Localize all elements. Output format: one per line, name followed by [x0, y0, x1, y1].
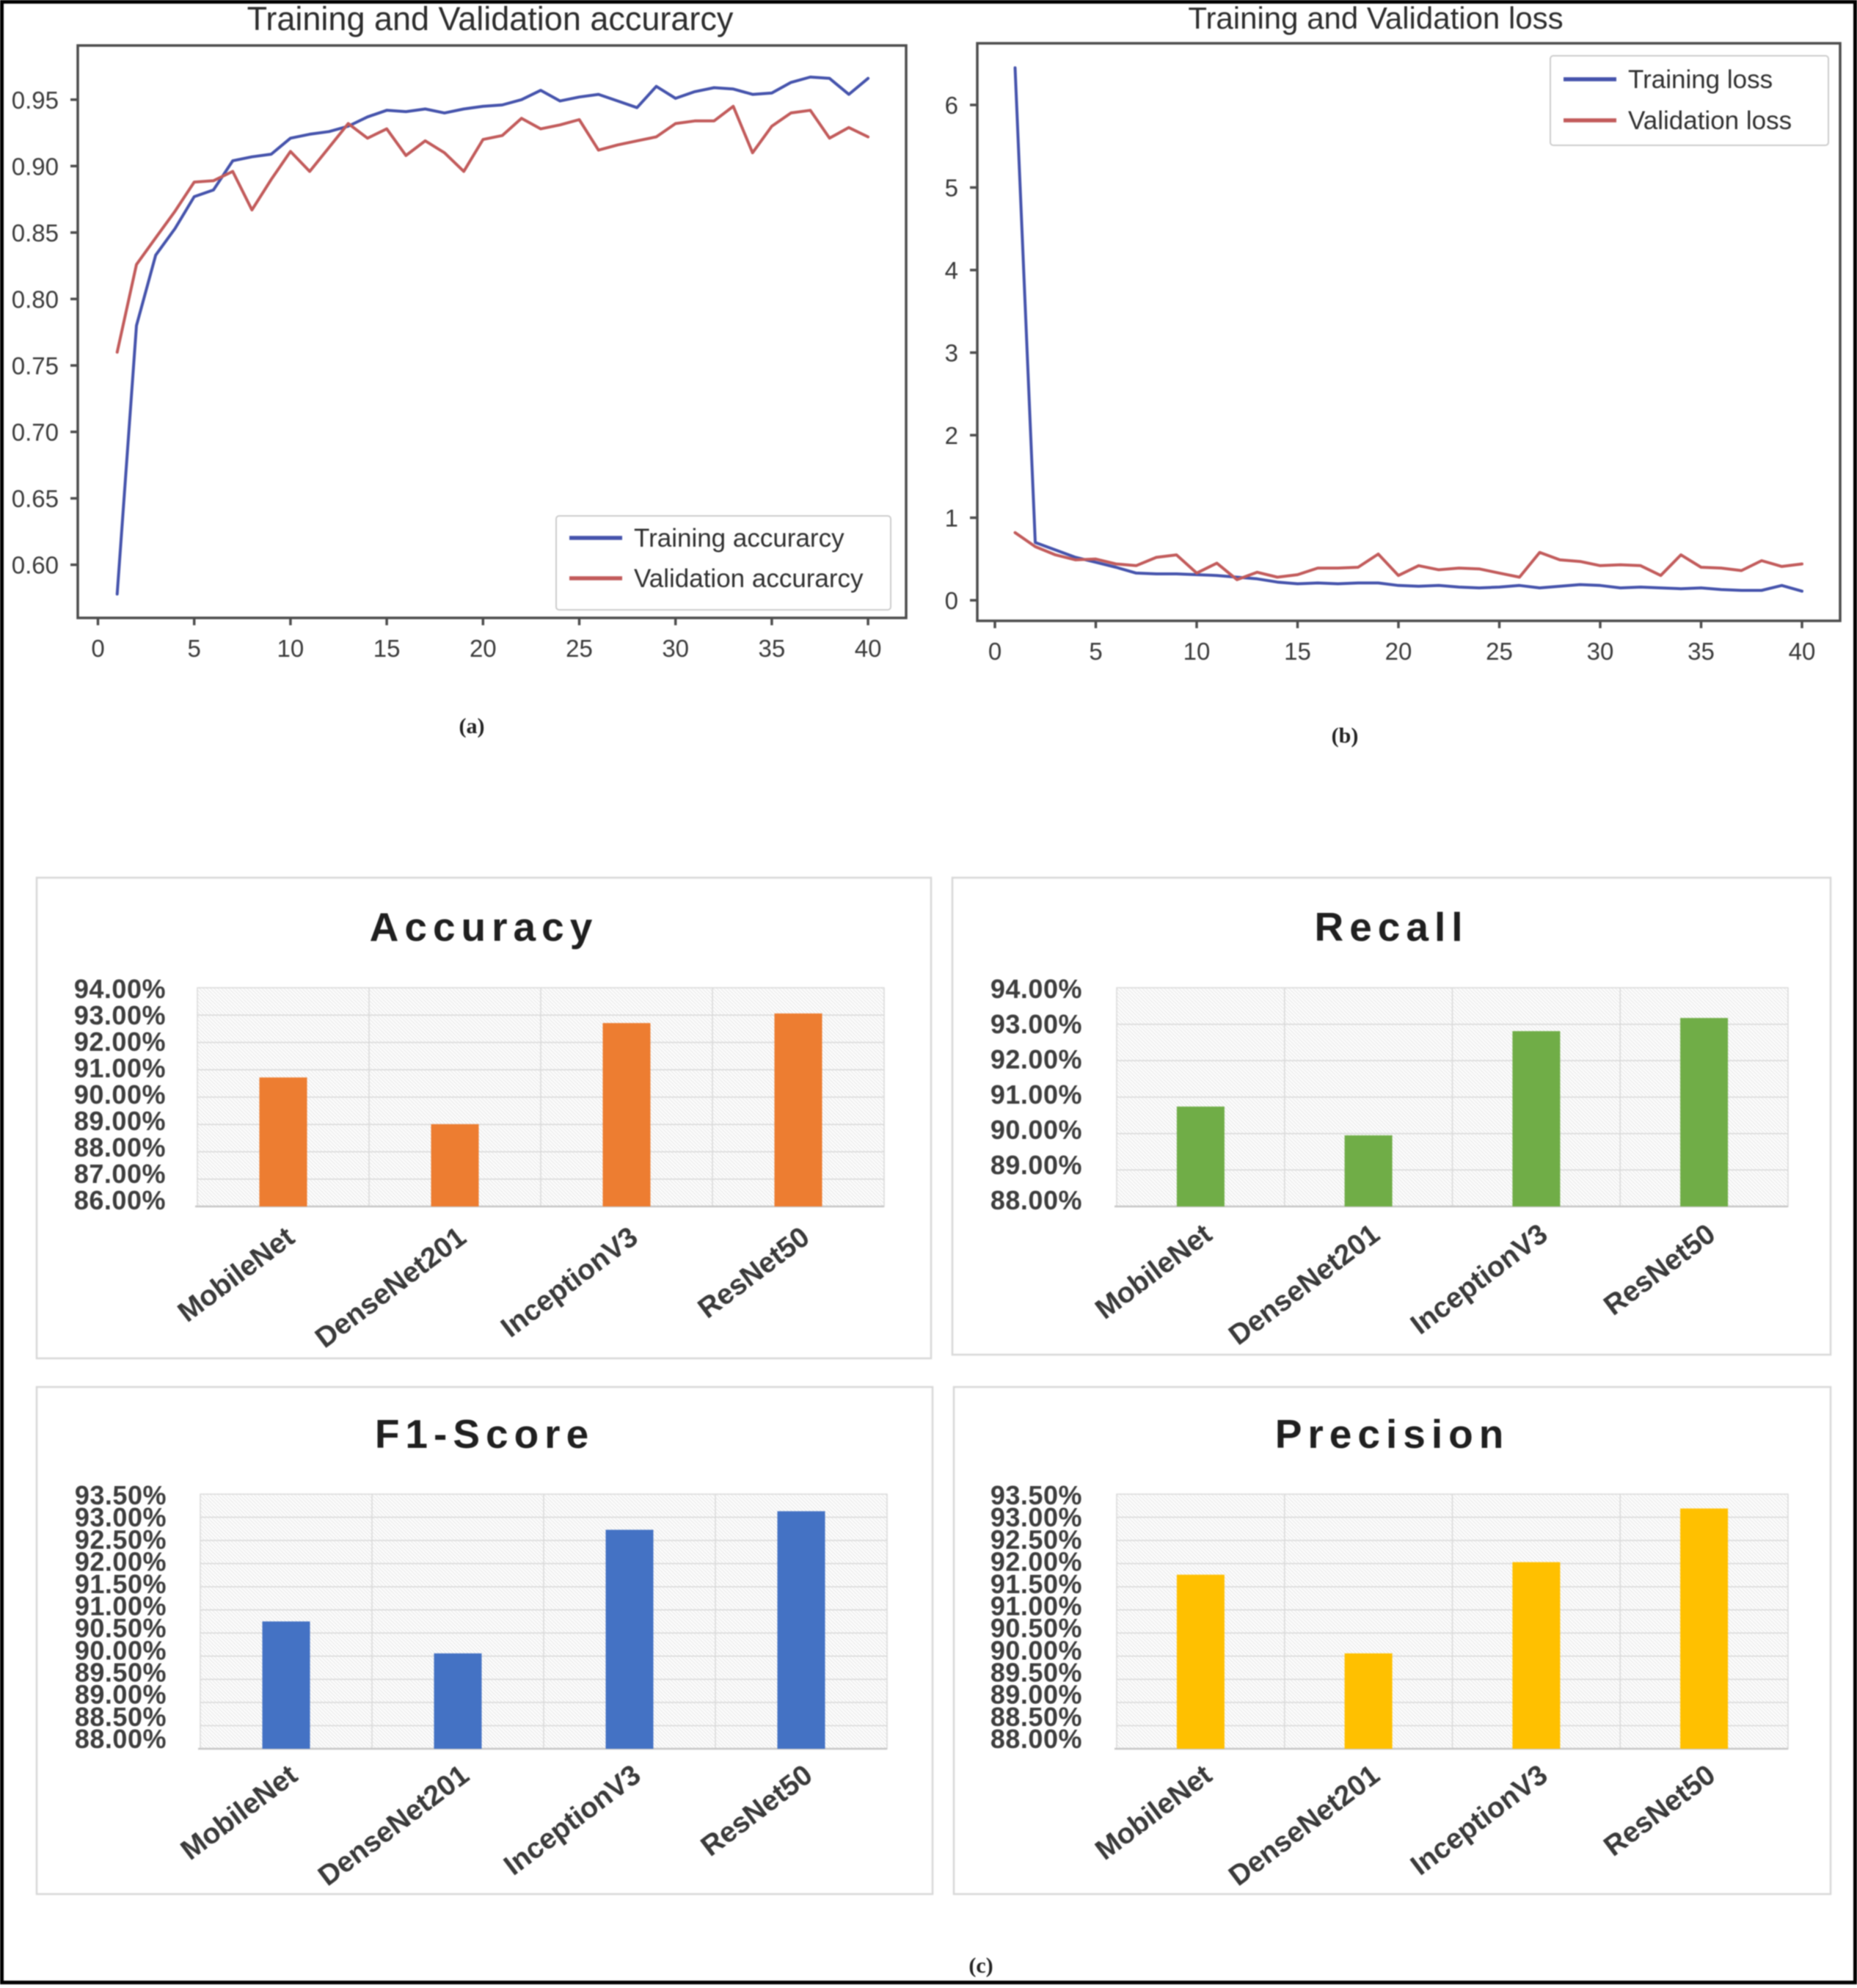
svg-text:40: 40	[1789, 638, 1816, 665]
svg-text:88.00%: 88.00%	[74, 1132, 166, 1162]
svg-text:(c): (c)	[968, 1954, 993, 1978]
svg-text:1: 1	[945, 505, 958, 532]
svg-text:Training and Validation loss: Training and Validation loss	[1188, 1, 1563, 35]
svg-text:88.50%: 88.50%	[75, 1702, 167, 1732]
svg-text:30: 30	[662, 635, 689, 662]
svg-text:89.50%: 89.50%	[990, 1658, 1082, 1688]
svg-text:90.50%: 90.50%	[990, 1613, 1082, 1643]
svg-text:5: 5	[188, 635, 201, 662]
svg-text:91.00%: 91.00%	[990, 1079, 1082, 1110]
svg-text:86.00%: 86.00%	[74, 1185, 166, 1215]
svg-text:93.50%: 93.50%	[75, 1480, 167, 1510]
svg-text:20: 20	[470, 635, 497, 662]
svg-text:10: 10	[1183, 638, 1211, 665]
svg-text:91.50%: 91.50%	[990, 1569, 1082, 1599]
svg-text:Training accurarcy: Training accurarcy	[634, 524, 844, 553]
svg-text:15: 15	[373, 635, 401, 662]
svg-text:35: 35	[1688, 638, 1715, 665]
svg-text:Training and Validation accura: Training and Validation accurarcy	[247, 0, 734, 37]
svg-text:92.50%: 92.50%	[990, 1524, 1082, 1554]
svg-text:92.50%: 92.50%	[75, 1524, 167, 1554]
svg-text:Accuracy: Accuracy	[370, 904, 599, 950]
svg-text:F1-Score: F1-Score	[375, 1411, 594, 1457]
svg-text:90.00%: 90.00%	[74, 1079, 166, 1110]
svg-text:93.00%: 93.00%	[990, 1502, 1082, 1532]
svg-text:35: 35	[759, 635, 786, 662]
svg-text:90.00%: 90.00%	[75, 1635, 167, 1665]
svg-text:93.00%: 93.00%	[990, 1009, 1082, 1039]
svg-text:Training loss: Training loss	[1628, 65, 1773, 94]
svg-text:0.60: 0.60	[12, 552, 59, 579]
svg-text:0.65: 0.65	[12, 485, 59, 512]
svg-text:40: 40	[855, 635, 882, 662]
svg-text:20: 20	[1385, 638, 1412, 665]
svg-text:10: 10	[277, 635, 304, 662]
svg-text:3: 3	[945, 340, 958, 367]
svg-text:91.00%: 91.00%	[990, 1591, 1082, 1621]
svg-text:0.95: 0.95	[12, 87, 59, 114]
svg-text:89.00%: 89.00%	[75, 1680, 167, 1710]
svg-text:5: 5	[945, 175, 958, 202]
svg-text:93.00%: 93.00%	[74, 1000, 166, 1030]
svg-text:Validation accurarcy: Validation accurarcy	[634, 564, 864, 593]
svg-text:4: 4	[945, 257, 958, 284]
svg-text:93.00%: 93.00%	[75, 1502, 167, 1532]
svg-text:0: 0	[988, 638, 1002, 665]
svg-text:90.00%: 90.00%	[990, 1635, 1082, 1665]
svg-text:(a): (a)	[459, 714, 485, 738]
svg-text:0.85: 0.85	[12, 219, 59, 247]
svg-text:92.00%: 92.00%	[990, 1044, 1082, 1074]
svg-text:90.50%: 90.50%	[75, 1613, 167, 1643]
svg-text:89.00%: 89.00%	[74, 1106, 166, 1136]
svg-text:0: 0	[91, 635, 104, 662]
svg-text:88.00%: 88.00%	[990, 1724, 1082, 1754]
svg-text:89.00%: 89.00%	[990, 1150, 1082, 1180]
svg-text:0.80: 0.80	[12, 285, 59, 313]
svg-text:2: 2	[945, 422, 958, 449]
svg-text:90.00%: 90.00%	[990, 1115, 1082, 1145]
svg-text:Recall: Recall	[1314, 904, 1468, 950]
svg-text:92.00%: 92.00%	[74, 1027, 166, 1057]
svg-text:25: 25	[1486, 638, 1513, 665]
svg-text:92.00%: 92.00%	[75, 1547, 167, 1577]
svg-text:89.00%: 89.00%	[990, 1680, 1082, 1710]
svg-text:6: 6	[945, 92, 958, 119]
svg-text:(b): (b)	[1332, 724, 1359, 748]
svg-text:0.70: 0.70	[12, 419, 59, 446]
svg-text:88.50%: 88.50%	[990, 1702, 1082, 1732]
svg-text:Validation loss: Validation loss	[1628, 106, 1792, 135]
svg-text:30: 30	[1587, 638, 1614, 665]
svg-text:91.00%: 91.00%	[75, 1591, 167, 1621]
svg-text:92.00%: 92.00%	[990, 1547, 1082, 1577]
svg-text:91.50%: 91.50%	[75, 1569, 167, 1599]
svg-text:87.00%: 87.00%	[74, 1159, 166, 1189]
svg-text:Precision: Precision	[1275, 1411, 1510, 1457]
svg-text:25: 25	[566, 635, 593, 662]
svg-text:0.90: 0.90	[12, 153, 59, 180]
svg-text:88.00%: 88.00%	[990, 1185, 1082, 1215]
svg-text:5: 5	[1089, 638, 1102, 665]
svg-text:94.00%: 94.00%	[74, 974, 166, 1004]
svg-text:94.00%: 94.00%	[990, 974, 1082, 1004]
svg-text:88.00%: 88.00%	[75, 1724, 167, 1754]
svg-text:15: 15	[1284, 638, 1311, 665]
svg-text:89.50%: 89.50%	[75, 1658, 167, 1688]
svg-text:0: 0	[945, 587, 958, 614]
svg-text:91.00%: 91.00%	[74, 1053, 166, 1083]
svg-text:93.50%: 93.50%	[990, 1480, 1082, 1510]
svg-text:0.75: 0.75	[12, 352, 59, 379]
